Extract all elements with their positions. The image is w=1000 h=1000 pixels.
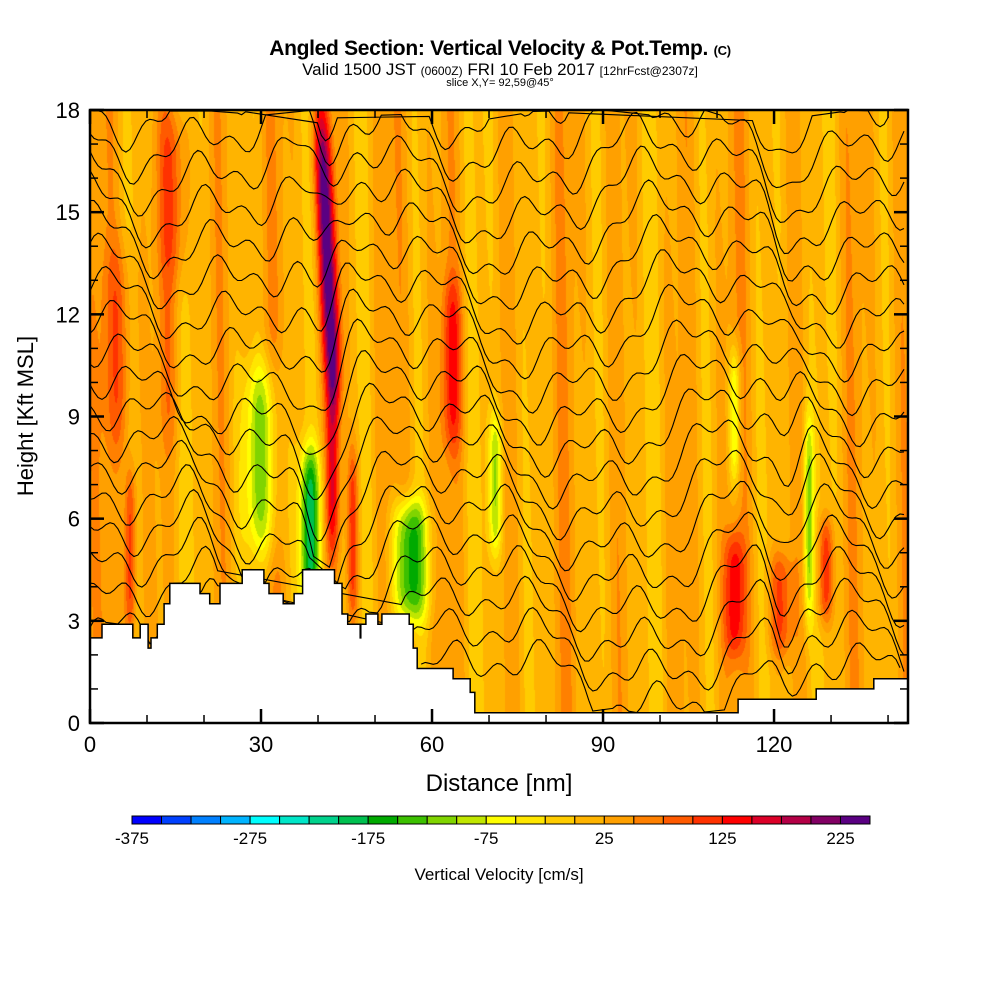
pot-temp-contour xyxy=(89,249,905,349)
pot-temp-contour xyxy=(89,213,905,315)
colorbar-swatch xyxy=(810,815,841,825)
y-tick-label: 6 xyxy=(68,507,80,532)
x-tick-label: 30 xyxy=(249,732,273,757)
pot-temp-contour xyxy=(89,578,905,692)
y-axis: 0 3 6 9 12 15 18 xyxy=(56,98,908,736)
colorbar-swatch xyxy=(633,815,664,825)
x-tick-label: 60 xyxy=(420,732,444,757)
colorbar-label: Vertical Velocity [cm/s] xyxy=(414,865,583,884)
colorbar-swatch xyxy=(721,815,753,825)
y-tick-label: 12 xyxy=(56,302,80,327)
colorbar-swatch xyxy=(456,815,487,825)
pot-temp-contours xyxy=(89,109,905,714)
colorbar-swatch xyxy=(544,815,576,825)
x-tick-label: 120 xyxy=(756,732,793,757)
colorbar-swatch xyxy=(692,815,723,825)
pot-temp-contour xyxy=(89,111,905,223)
colorbar-tick-label: -75 xyxy=(474,829,499,848)
colorbar-tick-label: -175 xyxy=(351,829,385,848)
colorbar-swatch xyxy=(308,815,340,825)
colorbar-tick-label: 125 xyxy=(708,829,736,848)
valid-time: Valid 1500 JST xyxy=(302,60,416,79)
terrain xyxy=(89,569,909,724)
slice-info: slice X,Y= 92,59@45° xyxy=(446,77,554,89)
forecast-info: [12hrFcst@2307z] xyxy=(599,64,698,78)
pot-temp-contour xyxy=(89,179,905,282)
chart-title-main: Angled Section: Vertical Velocity & Pot.… xyxy=(269,37,709,60)
colorbar-swatch xyxy=(220,815,251,825)
pot-temp-contour xyxy=(89,464,905,584)
pot-temp-contour xyxy=(89,516,905,633)
colorbar-swatch xyxy=(780,815,812,825)
pot-temp-contour xyxy=(420,639,901,714)
colorbar-swatch xyxy=(426,815,458,825)
colorbar-swatch xyxy=(603,815,635,825)
colorbar-tick-label: 225 xyxy=(826,829,854,848)
pot-temp-contour xyxy=(89,382,905,501)
colorbar-swatch xyxy=(190,815,222,825)
colorbar-swatch xyxy=(662,815,694,825)
y-axis-label: Height [Kft MSL] xyxy=(13,336,38,496)
copyright-mark: (C) xyxy=(713,43,731,58)
colorbar-swatch xyxy=(515,815,546,825)
colorbar-swatch xyxy=(574,815,605,825)
colorbar-swatch xyxy=(397,815,428,825)
x-tick-label: 0 xyxy=(84,732,96,757)
x-axis: 0 30 60 90 120 xyxy=(84,110,889,757)
valid-date: FRI 10 Feb 2017 xyxy=(467,60,595,79)
pot-temp-contour xyxy=(89,109,889,154)
colorbar-tick-label: -375 xyxy=(115,829,149,848)
pot-temp-contour xyxy=(89,545,905,662)
chart-subtitle: Valid 1500 JST (0600Z) FRI 10 Feb 2017 [… xyxy=(0,60,1000,80)
colorbar-swatch xyxy=(338,815,369,825)
valid-utc: (0600Z) xyxy=(420,64,463,78)
colorbar-swatch xyxy=(279,815,310,825)
pot-temp-contour xyxy=(89,145,905,255)
colorbar: -375 -275 -175 -75 25 125 225 xyxy=(115,815,871,848)
x-tick-label: 90 xyxy=(591,732,615,757)
pot-temp-contour xyxy=(89,488,905,603)
pot-temp-contour xyxy=(89,283,905,383)
chart-title: Angled Section: Vertical Velocity & Pot.… xyxy=(0,37,1000,61)
y-tick-label: 0 xyxy=(68,711,80,736)
y-tick-label: 9 xyxy=(68,405,80,430)
pot-temp-contour xyxy=(89,439,905,569)
pot-temp-contour xyxy=(89,350,905,455)
pot-temp-contour xyxy=(89,109,905,189)
colorbar-swatch xyxy=(249,815,281,825)
colorbar-swatch xyxy=(367,815,399,825)
pot-temp-contour xyxy=(89,318,905,417)
y-tick-label: 18 xyxy=(56,98,80,123)
colorbar-tick-label: 25 xyxy=(595,829,614,848)
pot-temp-contour xyxy=(89,415,905,542)
y-tick-label: 15 xyxy=(56,200,80,225)
colorbar-swatch xyxy=(751,815,782,825)
colorbar-swatch xyxy=(839,815,871,825)
y-tick-label: 3 xyxy=(68,609,80,634)
colorbar-swatch xyxy=(161,815,192,825)
colorbar-tick-label: -275 xyxy=(233,829,267,848)
colorbar-swatch xyxy=(131,815,163,825)
colorbar-swatch xyxy=(485,815,517,825)
x-axis-label: Distance [nm] xyxy=(426,770,573,797)
